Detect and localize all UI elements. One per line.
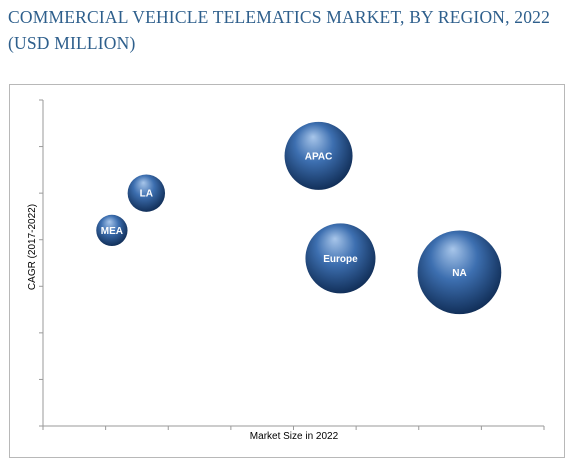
chart-title: COMMERCIAL VEHICLE TELEMATICS MARKET, BY… bbox=[8, 7, 551, 53]
y-axis-label: CAGR (2017-2022) bbox=[27, 204, 38, 290]
x-axis-label: Market Size in 2022 bbox=[250, 431, 339, 442]
bubble-label-mea: MEA bbox=[101, 226, 123, 237]
bubble-label-na: NA bbox=[452, 268, 466, 279]
bubble-apac bbox=[284, 121, 353, 190]
bubble-label-la: LA bbox=[140, 189, 153, 200]
bubble-na bbox=[417, 230, 502, 315]
bubble-mea bbox=[96, 214, 128, 247]
bubble-europe bbox=[305, 223, 376, 294]
bubble-label-europe: Europe bbox=[323, 254, 358, 265]
bubble-label-apac: APAC bbox=[305, 151, 333, 162]
bubble-la bbox=[127, 174, 166, 212]
